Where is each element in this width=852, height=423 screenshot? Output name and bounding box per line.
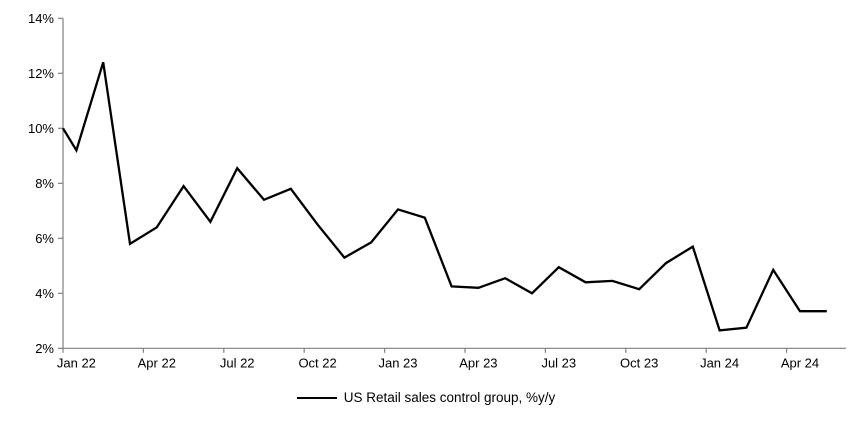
x-tick-label: Apr 22 [138, 355, 176, 370]
y-tick-label: 6% [35, 231, 54, 246]
x-tick-label: Jan 22 [57, 355, 96, 370]
x-tick-label: Jan 24 [700, 355, 739, 370]
x-tick-label: Jul 23 [541, 355, 576, 370]
legend-line-sample-icon [296, 396, 337, 399]
x-tick-label: Oct 22 [298, 355, 336, 370]
y-tick-label: 4% [35, 286, 54, 301]
y-tick-label: 12% [28, 66, 54, 81]
x-tick-label: Oct 23 [620, 355, 658, 370]
chart-legend: US Retail sales control group, %y/y [0, 390, 852, 405]
y-tick-label: 14% [28, 11, 54, 26]
y-tick-label: 10% [28, 121, 54, 136]
x-tick-label: Apr 23 [459, 355, 497, 370]
y-tick-label: 2% [35, 341, 54, 356]
x-tick-label: Jan 23 [378, 355, 417, 370]
x-tick-label: Apr 24 [781, 355, 819, 370]
y-tick-label: 8% [35, 176, 54, 191]
legend-label: US Retail sales control group, %y/y [343, 390, 556, 405]
x-tick-label: Jul 22 [220, 355, 255, 370]
series-line [62, 61, 827, 332]
